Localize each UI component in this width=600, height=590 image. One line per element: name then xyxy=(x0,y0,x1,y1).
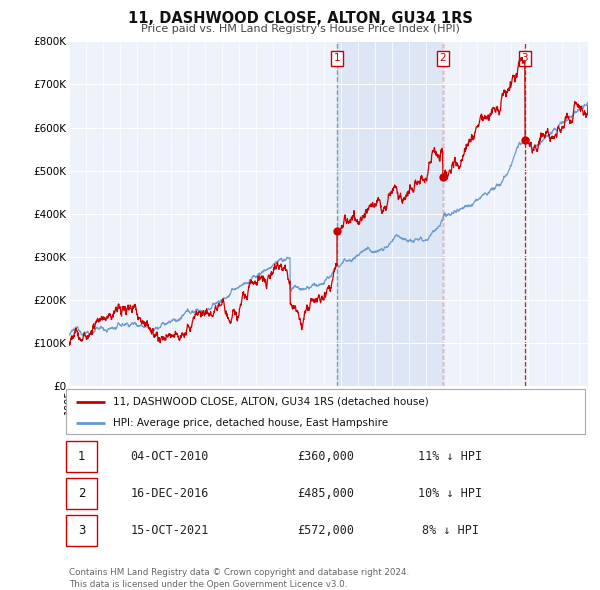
Text: HPI: Average price, detached house, East Hampshire: HPI: Average price, detached house, East… xyxy=(113,418,388,428)
Text: 04-OCT-2010: 04-OCT-2010 xyxy=(131,450,209,463)
Text: £485,000: £485,000 xyxy=(297,487,354,500)
Text: 3: 3 xyxy=(521,53,528,63)
Text: 2: 2 xyxy=(78,487,85,500)
FancyBboxPatch shape xyxy=(66,389,585,434)
Text: 11% ↓ HPI: 11% ↓ HPI xyxy=(418,450,482,463)
Text: 3: 3 xyxy=(78,524,85,537)
Text: 11, DASHWOOD CLOSE, ALTON, GU34 1RS (detached house): 11, DASHWOOD CLOSE, ALTON, GU34 1RS (det… xyxy=(113,397,428,407)
Text: Contains HM Land Registry data © Crown copyright and database right 2024.
This d: Contains HM Land Registry data © Crown c… xyxy=(69,568,409,589)
FancyBboxPatch shape xyxy=(66,441,97,471)
Text: £572,000: £572,000 xyxy=(297,524,354,537)
Text: Price paid vs. HM Land Registry's House Price Index (HPI): Price paid vs. HM Land Registry's House … xyxy=(140,24,460,34)
Text: 10% ↓ HPI: 10% ↓ HPI xyxy=(418,487,482,500)
Text: 15-OCT-2021: 15-OCT-2021 xyxy=(131,524,209,537)
Text: 1: 1 xyxy=(78,450,85,463)
Bar xyxy=(337,41,443,386)
Text: 1: 1 xyxy=(334,53,340,63)
Text: 8% ↓ HPI: 8% ↓ HPI xyxy=(422,524,479,537)
FancyBboxPatch shape xyxy=(66,515,97,546)
Text: 11, DASHWOOD CLOSE, ALTON, GU34 1RS: 11, DASHWOOD CLOSE, ALTON, GU34 1RS xyxy=(128,11,472,25)
Text: 16-DEC-2016: 16-DEC-2016 xyxy=(131,487,209,500)
Text: £360,000: £360,000 xyxy=(297,450,354,463)
Text: 2: 2 xyxy=(439,53,446,63)
FancyBboxPatch shape xyxy=(66,478,97,509)
